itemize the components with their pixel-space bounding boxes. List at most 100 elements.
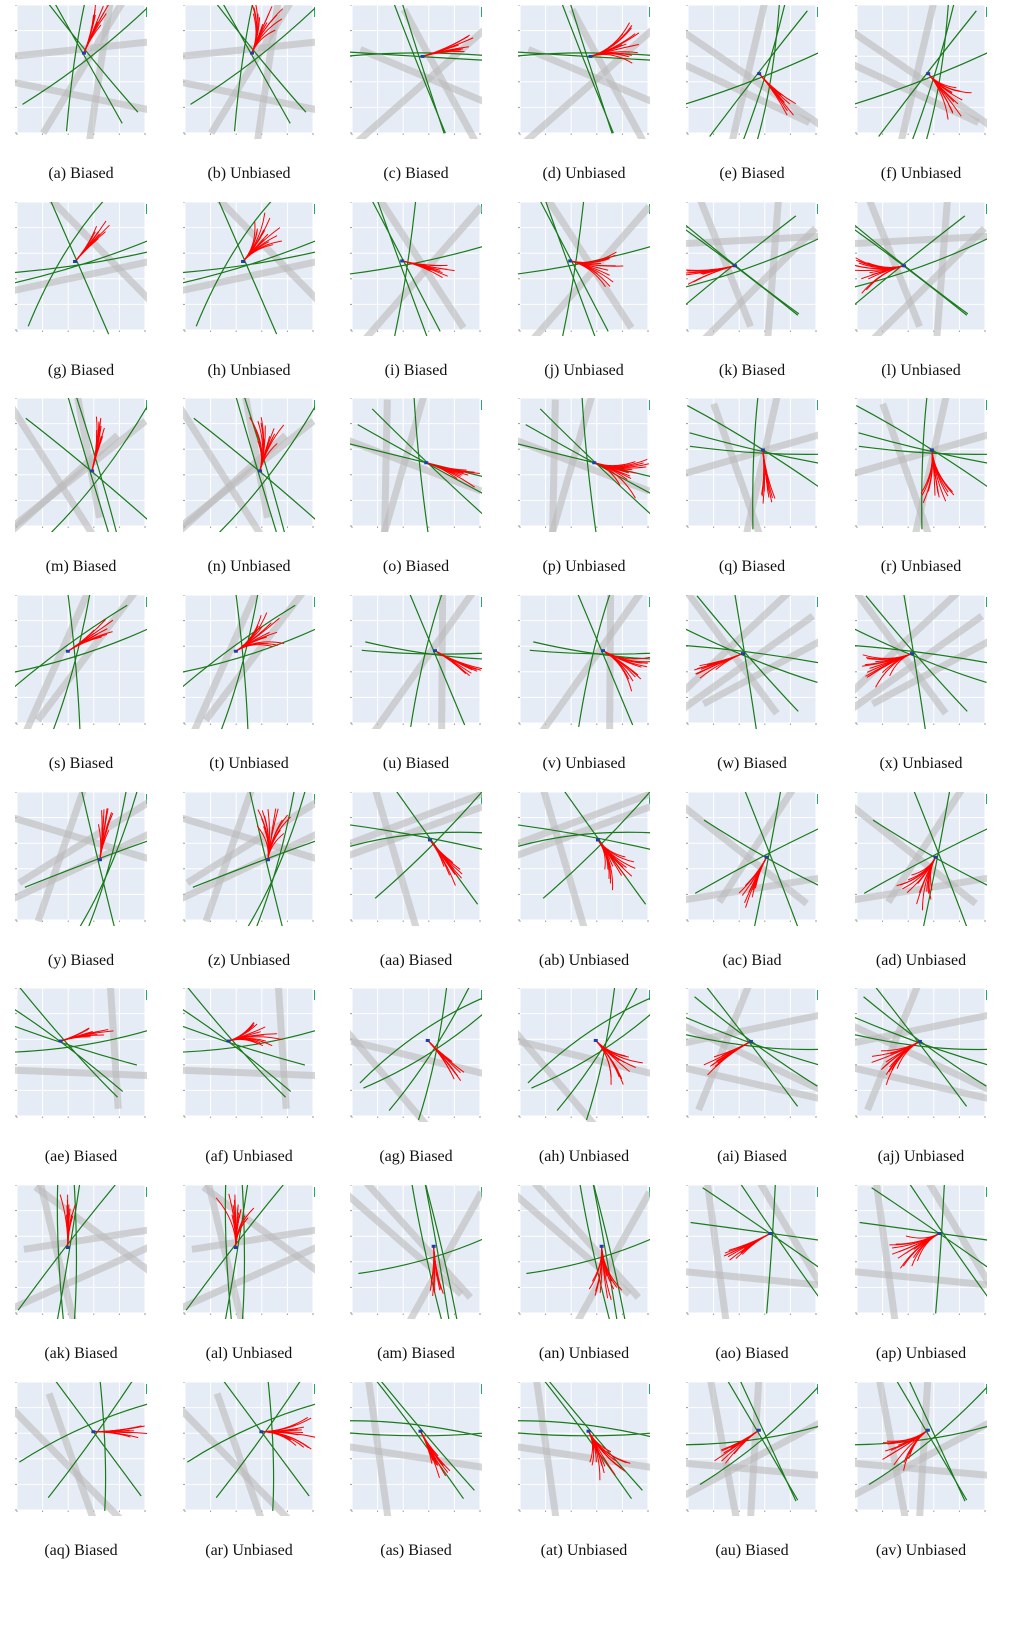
road	[655, 1058, 833, 1105]
agent	[933, 855, 938, 859]
lane-line	[580, 382, 599, 543]
scene-plot	[172, 1167, 371, 1353]
lane-line	[694, 996, 818, 1087]
legend-marker	[817, 1384, 818, 1394]
legend-marker	[314, 794, 315, 804]
agent	[226, 1039, 231, 1043]
trajectory	[713, 1040, 752, 1058]
scene-panel	[312, 775, 509, 965]
road	[704, 1366, 745, 1545]
legend-marker	[986, 990, 987, 1000]
caption: (x) Unbiased	[879, 755, 963, 772]
scene-plot	[657, 157, 838, 361]
lane-line	[75, 395, 121, 547]
caption: (ag) Biased	[379, 1148, 453, 1165]
trajectory	[700, 265, 736, 275]
lane-line	[47, 1365, 143, 1499]
lane-line	[0, 236, 159, 287]
road	[664, 613, 815, 724]
agent	[265, 858, 270, 862]
scene-plot	[638, 1141, 850, 1357]
lane-line	[27, 196, 108, 327]
agent	[926, 72, 931, 76]
scene-panel	[149, 339, 321, 559]
trajectory	[74, 226, 98, 262]
lane-line	[560, 0, 614, 134]
scene-panel	[165, 1352, 326, 1565]
lane-line	[676, 217, 800, 315]
caption: (e) Biased	[719, 165, 785, 182]
plot-background	[185, 792, 313, 920]
agent	[241, 259, 246, 263]
caption: (b) Unbiased	[207, 165, 291, 182]
scene-plot	[657, 566, 864, 733]
trajectory	[931, 449, 953, 493]
trajectory	[858, 262, 905, 269]
scene-panel	[0, 188, 178, 336]
scene-plot	[663, 749, 861, 937]
road	[167, 824, 333, 908]
lane-line	[686, 405, 830, 495]
scene-plot	[0, 339, 153, 549]
legend-marker	[481, 597, 482, 607]
lane-line	[66, 393, 114, 549]
plot-background	[17, 792, 145, 920]
road	[658, 1011, 825, 1095]
caption: (k) Biased	[718, 362, 786, 379]
lane-line	[78, 781, 118, 939]
scene-plot	[159, 572, 323, 751]
lane-line	[556, 970, 646, 1111]
scene-panel	[0, 1352, 158, 1565]
legend-marker	[817, 597, 818, 607]
agent	[73, 259, 78, 263]
lane-line	[845, 217, 969, 315]
legend-marker	[817, 400, 818, 410]
scene-plot	[499, 960, 696, 1156]
road	[824, 1058, 1002, 1105]
lane-line	[187, 1400, 326, 1463]
agent	[599, 1244, 604, 1248]
agent	[425, 1038, 430, 1042]
trajectory	[426, 462, 464, 474]
trajectory	[235, 1215, 241, 1248]
lane-line	[697, 976, 799, 1107]
scene-panel	[331, 960, 528, 1156]
lane-line	[921, 0, 950, 154]
lane-line	[19, 1400, 158, 1463]
scene-panel	[0, 0, 173, 182]
plot-background	[520, 988, 648, 1116]
agent	[65, 649, 70, 653]
lane-line	[699, 1375, 829, 1486]
road	[0, 36, 173, 62]
road	[35, 574, 150, 723]
agent	[937, 1232, 942, 1236]
lane-line	[541, 1371, 643, 1491]
legend-marker	[649, 597, 650, 607]
lane-line	[166, 236, 327, 287]
agent	[259, 1430, 264, 1434]
lane-line	[215, 1365, 311, 1499]
lane-line	[738, 0, 787, 152]
lane-line	[384, 775, 479, 905]
agent	[760, 448, 765, 452]
caption: (a) Biased	[48, 165, 114, 182]
road	[172, 1234, 340, 1315]
lane-line	[676, 624, 818, 684]
legend-marker	[146, 204, 147, 214]
trajectory	[595, 1040, 626, 1057]
legend-marker	[314, 990, 315, 1000]
scene-plot	[0, 572, 155, 751]
lane-line	[65, 0, 86, 132]
scene-plot	[479, 360, 673, 580]
legend-marker	[649, 1187, 650, 1197]
caption: (o) Biased	[382, 558, 450, 575]
agent	[432, 649, 437, 653]
trajectory	[422, 46, 469, 57]
agent	[568, 259, 573, 263]
caption: (d) Unbiased	[542, 165, 626, 182]
trajectory	[754, 856, 768, 889]
caption: (ap) Unbiased	[875, 1345, 967, 1362]
legend-marker	[481, 400, 482, 410]
scene-panel	[172, 1167, 371, 1353]
